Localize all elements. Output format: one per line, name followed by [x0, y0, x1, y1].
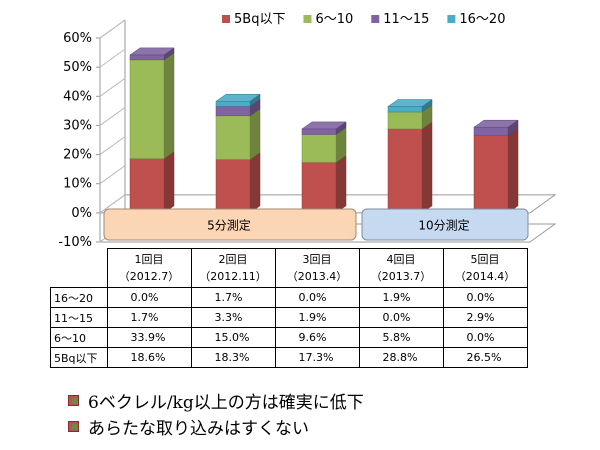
y-tick-label: 50%	[63, 60, 92, 75]
y-tick-depth-line	[99, 194, 126, 214]
bar-segment	[473, 135, 509, 214]
table-header-cell: 4回目 （2013.7）	[358, 248, 444, 288]
table-cell: 1.7%	[106, 307, 192, 328]
bar-segment	[473, 126, 509, 136]
group-label-text: 10分測定	[418, 218, 469, 233]
table-cell: 17.3%	[274, 347, 360, 368]
table-cell: 15.0%	[190, 327, 276, 348]
legend-swatch	[222, 15, 230, 23]
legend-label: 6～10	[315, 12, 353, 27]
table-row: 11～15 1.7% 3.3% 1.9% 0.0% 2.9%	[50, 307, 528, 328]
y-tick-depth-line	[99, 165, 126, 185]
table-cell: 2.9%	[442, 307, 528, 328]
table-cell: 18.6%	[106, 347, 192, 368]
bar-segment	[301, 128, 337, 135]
table-row: 16～20 0.0% 1.7% 0.0% 1.9% 0.0%	[50, 287, 528, 308]
bar-segment-side	[421, 121, 433, 214]
group-label-text: 5分測定	[207, 218, 251, 233]
bullet-text: 6ベクレル/kg以上の方は確実に低下	[88, 392, 364, 413]
data-table: 1回目 （2012.7） 2回目 （2012.11） 3回目 （2013.4） 4回目…	[50, 248, 528, 368]
table-header-cell: 3回目 （2013.4）	[274, 248, 360, 288]
bar-segment-side	[249, 152, 261, 214]
table-cell: 1.9%	[274, 307, 360, 328]
table-cell: 0.0%	[106, 287, 192, 308]
table-row: 5Bq以下 18.6% 18.3% 17.3% 28.8% 26.5%	[50, 347, 528, 368]
table-row-label: 6～10	[50, 327, 108, 348]
legend-swatch	[371, 15, 380, 23]
y-tick-depth-line	[99, 77, 126, 97]
table-cell: 0.0%	[358, 307, 444, 328]
y-tick-label: 0%	[71, 206, 92, 221]
bar-segment-side	[249, 108, 261, 161]
table-cell: 0.0%	[442, 287, 528, 308]
table-cell: 33.9%	[106, 327, 192, 348]
table-header-row: 1回目 （2012.7） 2回目 （2012.11） 3回目 （2013.4） 4回目…	[50, 248, 528, 288]
y-tick-depth-line	[99, 48, 126, 68]
y-tick-label: -10%	[58, 235, 92, 250]
bullet-item: 6ベクレル/kg以上の方は確実に低下	[68, 387, 364, 413]
bar-segment-side	[163, 151, 175, 214]
table-corner	[50, 248, 108, 288]
table-cell: 0.0%	[274, 287, 360, 308]
table-header-cell: 1回目 （2012.7）	[106, 248, 192, 288]
table-cell: 5.8%	[358, 327, 444, 348]
stacked-bar-chart: -10% 0% 10% 20% 30% 40% 50% 60% 5分測定 10分測定 5Bq以下 6～…	[58, 12, 557, 250]
bullet-list: 6ベクレル/kg以上の方は確実に低下 あらたな取り込みはすくない	[68, 387, 364, 439]
bullet-icon	[68, 394, 80, 406]
bar-top-cap	[215, 93, 261, 102]
legend-label: 11～15	[383, 12, 429, 27]
bar-top-cap	[129, 47, 175, 56]
y-tick-label: 40%	[63, 89, 92, 104]
bar-segment	[387, 106, 423, 113]
table-cell: 18.3%	[190, 347, 276, 368]
bar-segment	[215, 159, 251, 214]
group-label-box	[361, 208, 529, 241]
table-header-cell: 2回目 （2012.11）	[190, 248, 276, 288]
bar-top-cap	[473, 119, 519, 128]
bar-segment	[215, 115, 251, 160]
table-cell: 28.8%	[358, 347, 444, 368]
table-header-cell: 5回目 （2014.4）	[442, 248, 528, 288]
table-cell: 26.5%	[442, 347, 528, 368]
bar-segment	[215, 105, 251, 117]
legend-label: 5Bq以下	[234, 12, 285, 27]
y-tick-label: 10%	[63, 177, 92, 192]
table-row-label: 16～20	[50, 287, 108, 308]
bullet-item: あらたな取り込みはすくない	[68, 413, 364, 439]
group-label-box	[103, 208, 357, 241]
table-row: 6～10 33.9% 15.0% 9.6% 5.8% 0.0%	[50, 327, 528, 348]
y-tick-depth-line	[99, 136, 126, 155]
table-cell: 0.0%	[442, 327, 528, 348]
bar-segment	[215, 100, 251, 107]
bullet-icon	[68, 420, 80, 432]
legend-label: 16～20	[459, 12, 505, 27]
table-row-label: 5Bq以下	[50, 347, 108, 368]
bar-top-cap	[387, 99, 433, 107]
bar-segment-side	[335, 154, 347, 214]
bar-top-cap	[301, 121, 347, 130]
bar-segment	[129, 59, 165, 159]
legend-swatch	[303, 15, 312, 23]
table-row-label: 11～15	[50, 307, 108, 328]
y-tick-label: 20%	[63, 148, 92, 163]
y-tick-label: 30%	[63, 118, 92, 133]
table-cell: 1.9%	[358, 287, 444, 308]
table-cell: 3.3%	[190, 307, 276, 328]
bar-segment	[129, 54, 165, 61]
bar-segment	[301, 162, 337, 214]
bar-segment-side	[163, 52, 175, 160]
y-tick-depth-line	[99, 107, 126, 126]
bar-segment	[387, 128, 423, 214]
table-cell: 9.6%	[274, 327, 360, 348]
y-tick-depth-line	[99, 19, 126, 39]
bar-segment	[387, 111, 423, 130]
legend-swatch	[447, 15, 456, 23]
bar-segment-side	[507, 128, 519, 214]
bar-segment	[129, 158, 165, 214]
bar-segment	[301, 134, 337, 163]
bullet-text: あらたな取り込みはすくない	[88, 418, 309, 439]
table-cell: 1.7%	[190, 287, 276, 308]
y-tick-label: 60%	[63, 31, 92, 46]
